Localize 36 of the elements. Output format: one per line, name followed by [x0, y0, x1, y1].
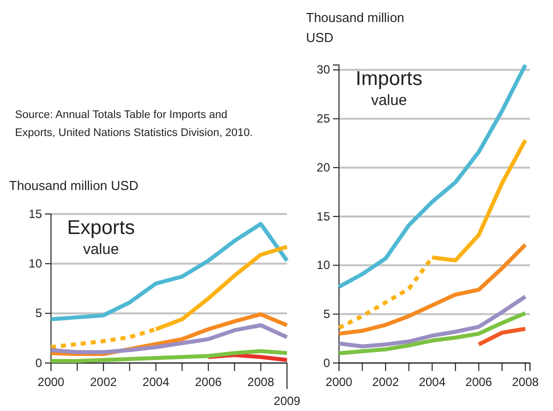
line-series: [49, 222, 289, 322]
y-tick-label: 15: [316, 209, 330, 224]
x-tick-label: 2002: [372, 375, 400, 389]
y-axis-title: Thousand million USD: [306, 10, 404, 45]
y-tick-label: 10: [316, 258, 330, 272]
line-series: [337, 63, 528, 289]
y-tick-label: 10: [28, 256, 42, 271]
y-tick-label: 25: [316, 112, 330, 126]
text: value: [371, 92, 407, 109]
annotation: 2009: [274, 394, 301, 408]
y-axis-title: Thousand million USD: [9, 178, 138, 193]
chart-title: Exports: [67, 217, 135, 239]
line-series: [337, 311, 528, 356]
line-series: [337, 242, 528, 336]
x-tick-label: 2004: [418, 375, 446, 389]
y-tick-label: 30: [316, 62, 330, 77]
y-tick-label: 15: [28, 206, 42, 221]
line-series: [49, 323, 289, 354]
y-tick-label: 5: [323, 306, 330, 321]
y-tick-label: 20: [316, 160, 330, 174]
x-tick-label: 2008: [247, 375, 274, 389]
x-tick-label: 2006: [194, 375, 222, 389]
x-tick-label: 2008: [512, 375, 540, 389]
chart-title: Imports: [356, 68, 422, 90]
line-series: [49, 349, 289, 364]
x-tick-label: 2006: [465, 375, 492, 389]
x-tick-label: 2000: [326, 375, 353, 389]
y-tick-label: 5: [35, 306, 42, 320]
x-tick-label: 2004: [142, 375, 170, 389]
x-tick-label: 2002: [90, 375, 118, 389]
source-note: Source: Annual Totals Table for Imports and Exports, United Nations Statistics Division, 2010.: [15, 109, 253, 139]
y-tick-label: 0: [35, 356, 42, 370]
y-tick-label: 0: [323, 356, 330, 370]
line-series: [337, 294, 528, 348]
text: value: [83, 241, 119, 258]
x-tick-label: 2000: [38, 375, 65, 389]
